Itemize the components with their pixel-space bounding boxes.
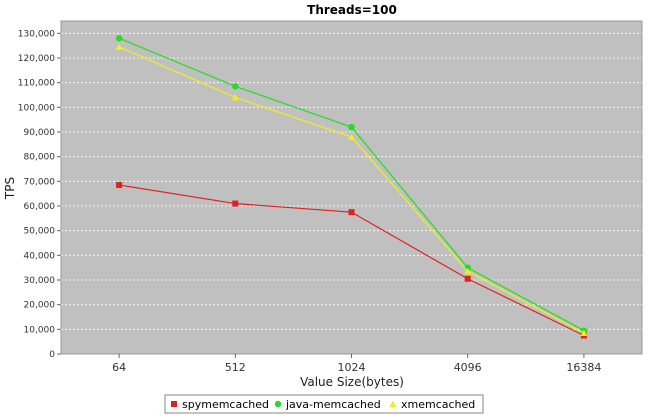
data-point-spymemcached [116, 182, 123, 189]
x-axis-title: Value Size(bytes) [300, 375, 404, 389]
y-axis-ticks: 0 10,000 20,000 30,000 40,000 50,000 60,000 70,… [18, 29, 61, 360]
data-point-spymemcached [464, 275, 471, 282]
legend-box [164, 394, 484, 414]
data-point-spymemcached [232, 200, 239, 207]
y-tick-label: 50,000 [24, 227, 56, 237]
y-tick-label: 40,000 [24, 251, 56, 261]
legend-item-spymemcached: spymemcached [171, 398, 269, 411]
legend-label-spymemcached: spymemcached [182, 398, 269, 411]
legend-marker-java-memcached [274, 400, 282, 408]
y-axis-title: TPS [3, 177, 17, 200]
legend-item-java-memcached: java-memcached [274, 398, 381, 411]
x-tick-label: 16384 [566, 361, 601, 374]
y-tick-label: 120,000 [18, 54, 55, 64]
x-tick-label: 64 [112, 361, 126, 374]
plot-area [60, 20, 643, 355]
legend-marker-spymemcached [171, 401, 177, 407]
legend-label-java-memcached: java-memcached [285, 398, 381, 411]
x-tick-label: 512 [225, 361, 246, 374]
y-tick-label: 0 [49, 350, 55, 360]
data-point-java-memcached [115, 35, 123, 42]
legend: spymemcached java-memcached xmemcached [164, 394, 484, 414]
x-tick-label: 4096 [454, 361, 482, 374]
data-point-xmemcached [231, 93, 239, 101]
y-tick-label: 110,000 [18, 79, 55, 89]
chart-title: Threads=100 [307, 3, 397, 17]
y-tick-label: 130,000 [18, 29, 55, 39]
y-tick-label: 80,000 [24, 153, 56, 163]
data-point-java-memcached [348, 123, 355, 131]
series-xmemcached [115, 43, 588, 337]
y-tick-label: 100,000 [18, 103, 55, 113]
data-point-xmemcached [348, 133, 355, 140]
data-point-xmemcached [464, 267, 472, 275]
y-tick-label: 70,000 [24, 177, 56, 187]
data-point-java-memcached [232, 83, 239, 90]
legend-marker-xmemcached [389, 400, 397, 407]
legend-item-xmemcached: xmemcached [389, 398, 475, 411]
legend-label-xmemcached: xmemcached [401, 398, 475, 411]
data-point-xmemcached [580, 329, 588, 337]
grid-lines [61, 32, 642, 330]
series-lines [115, 35, 588, 339]
data-point-spymemcached [348, 209, 355, 216]
y-tick-label: 20,000 [24, 301, 56, 311]
x-tick-label: 1024 [338, 361, 366, 374]
x-axis-ticks: 64 512 1024 4096 16384 [112, 354, 601, 374]
y-tick-label: 10,000 [24, 325, 56, 335]
y-tick-label: 30,000 [24, 276, 56, 286]
data-point-xmemcached [115, 43, 123, 50]
y-tick-label: 60,000 [24, 202, 56, 212]
y-tick-label: 90,000 [24, 128, 56, 138]
